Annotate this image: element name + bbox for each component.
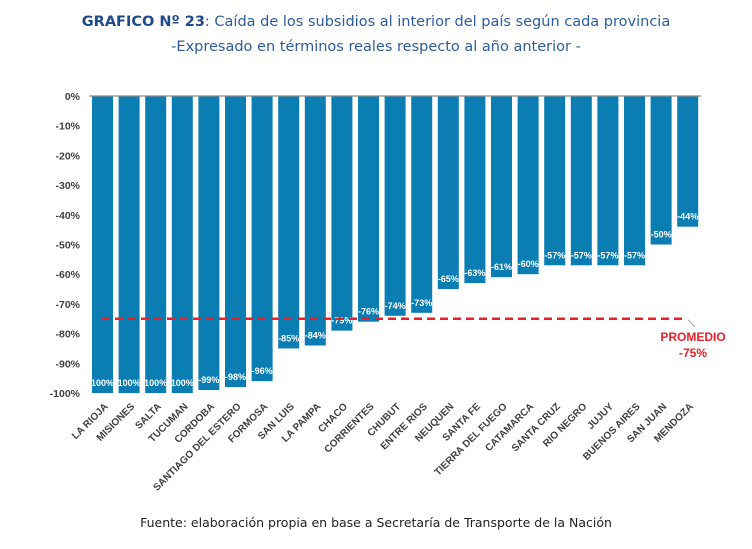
data-label: 100% [144,378,167,388]
chart-title-number: GRAFICO Nº 23 [81,14,205,30]
bar [437,96,459,290]
bar [331,96,353,331]
chart-title: GRAFICO Nº 23: Caída de los subsidios al… [0,14,752,30]
bar [384,96,406,316]
data-label: -61% [491,262,512,272]
data-label: -57% [571,250,592,260]
bar [92,96,113,393]
bar [517,96,539,275]
y-tick-label: -80% [55,329,80,341]
bar [278,96,300,349]
data-label: 100% [91,378,114,388]
average-value-label: -75% [679,346,707,360]
y-tick-label: -40% [55,210,80,222]
data-label: -65% [438,274,459,284]
data-label: -44% [677,212,698,222]
bar [225,96,246,388]
y-tick-label: -100% [50,388,81,400]
data-label: -76% [358,307,379,317]
data-label: -74% [385,301,406,311]
data-label: -96% [252,366,273,376]
bar [491,96,512,278]
data-label: -57% [624,250,645,260]
bar [570,96,592,266]
bar [304,96,326,346]
source-note: Fuente: elaboración propia en base a Sec… [140,515,612,530]
bar [677,96,699,227]
bar [624,96,645,266]
data-label: -57% [597,250,618,260]
y-tick-label: -10% [55,121,80,133]
bar [650,96,672,245]
x-axis-labels: LA RIOJAMISIONESSALTATUCUMANCORDOBASANTI… [70,401,696,493]
data-label: -85% [278,333,299,343]
y-tick-label: -30% [55,180,80,192]
chart-title-text: : Caída de los subsidios al interior del… [204,14,671,30]
bar [597,96,619,266]
data-label: -79% [331,316,352,326]
bar [411,96,433,313]
bar [251,96,273,382]
y-tick-label: -60% [55,269,80,281]
data-labels: 100% 100% 100% 100% -99% -98%-96%-85% -84%-79%… [91,212,698,388]
data-label: -99% [198,375,219,385]
y-tick-label: -20% [55,150,80,162]
data-label: 100% [171,378,194,388]
y-axis: 0% -10% -20% -30% -40% -50% -60% -70% -80% -90% -1… [50,91,81,400]
y-tick-label: -50% [55,240,80,252]
data-label: -63% [464,268,485,278]
data-label: -84% [305,330,326,340]
bar [544,96,566,266]
data-label: -60% [518,259,539,269]
bar [145,96,167,393]
y-tick-label: -90% [55,358,80,370]
data-label: -50% [651,230,672,240]
bars [92,96,699,393]
bar [464,96,486,284]
data-label: -57% [544,250,565,260]
y-tick-label: -70% [55,299,80,311]
bar [171,96,193,393]
average-label: PROMEDIO [660,330,725,344]
data-label: -73% [411,298,432,308]
data-label: 100% [118,378,141,388]
bar [118,96,140,393]
data-label: -98% [225,372,246,382]
bar [358,96,379,322]
y-tick-label: 0% [65,91,81,103]
average-leader-line [687,319,696,328]
chart-subtitle: -Expresado en términos reales respecto a… [171,39,581,55]
bar [198,96,220,391]
